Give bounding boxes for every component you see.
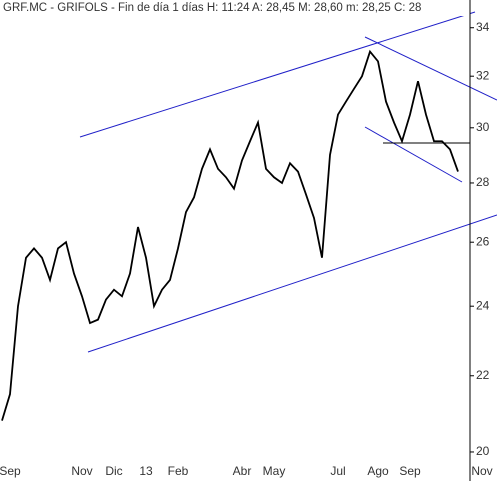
y-tick-label: 30	[476, 120, 490, 134]
x-tick-label: Nov	[471, 464, 492, 478]
price-line	[1, 49, 459, 421]
trendline	[87, 214, 497, 353]
x-tick-label: Abr	[233, 464, 252, 478]
trendlines	[79, 11, 497, 353]
trendline	[364, 126, 463, 183]
y-tick-label: 26	[476, 234, 490, 248]
title-bg	[0, 0, 470, 16]
y-tick-label: 20	[476, 444, 490, 458]
chart-title: GRF.MC - GRIFOLS - Fin de día 1 días H: …	[3, 2, 421, 14]
x-tick-label: Ago	[367, 464, 389, 478]
y-tick-label: 22	[476, 368, 490, 382]
x-tick-label: Dic	[105, 464, 122, 478]
x-tick-label: Sep	[0, 464, 21, 478]
y-tick-label: 32	[476, 68, 490, 82]
trendline	[364, 36, 497, 101]
x-tick-label: Feb	[168, 464, 189, 478]
x-tick-label: Jul	[330, 464, 345, 478]
x-tick-label: Sep	[399, 464, 421, 478]
x-tick-label: May	[263, 464, 286, 478]
y-tick-label: 28	[476, 175, 490, 189]
y-tick-label: 34	[476, 20, 490, 34]
y-tick-label: 24	[476, 298, 490, 312]
x-tick-label: 13	[139, 464, 153, 478]
x-tick-label: Nov	[71, 464, 92, 478]
trendline	[79, 11, 476, 138]
